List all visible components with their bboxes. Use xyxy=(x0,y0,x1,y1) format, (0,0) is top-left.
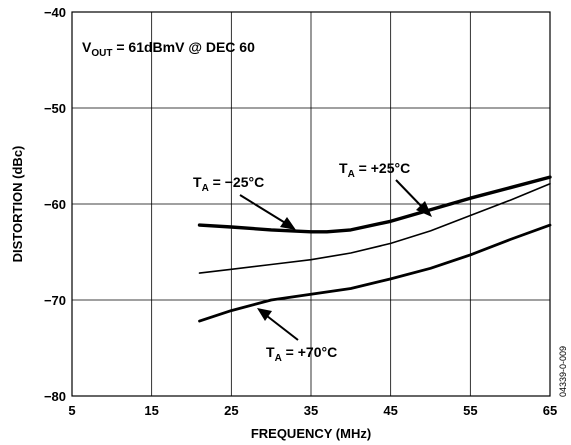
arrow-minus25 xyxy=(239,194,296,230)
series-group xyxy=(197,175,552,323)
y-tick-label: −70 xyxy=(44,293,66,308)
x-tick-label: 45 xyxy=(383,403,397,418)
x-axis-title: FREQUENCY (MHz) xyxy=(251,426,371,441)
grid-lines xyxy=(71,11,551,397)
figure-id: 04339-0-009 xyxy=(558,346,568,397)
series-label-plus70: TA = +70°C xyxy=(266,344,337,364)
condition-label: VOUT = 61dBmV @ DEC 60 xyxy=(82,39,255,59)
series-label-plus25: TA = +25°C xyxy=(339,160,410,180)
tick-labels: 5 15 25 35 45 55 65 −40 −50 −60 −70 −80 xyxy=(44,5,557,418)
series-line-minus25 xyxy=(197,175,552,234)
y-tick-label: −80 xyxy=(44,389,66,404)
y-tick-label: −60 xyxy=(44,197,66,212)
series-line-plus70 xyxy=(198,223,552,323)
y-tick-label: −40 xyxy=(44,5,66,20)
x-tick-label: 35 xyxy=(304,403,318,418)
plot-frame xyxy=(71,11,551,397)
series-line-plus25 xyxy=(198,183,551,274)
arrow-plus25 xyxy=(395,179,432,217)
x-tick-label: 55 xyxy=(463,403,477,418)
y-tick-label: −50 xyxy=(44,101,66,116)
x-tick-label: 65 xyxy=(543,403,557,418)
y-axis-title: DISTORTION (dBc) xyxy=(10,146,25,263)
series-label-minus25: TA = −25°C xyxy=(193,174,264,194)
x-tick-label: 15 xyxy=(144,403,158,418)
x-tick-label: 5 xyxy=(68,403,75,418)
x-tick-label: 25 xyxy=(224,403,238,418)
arrow-plus70 xyxy=(257,308,299,341)
